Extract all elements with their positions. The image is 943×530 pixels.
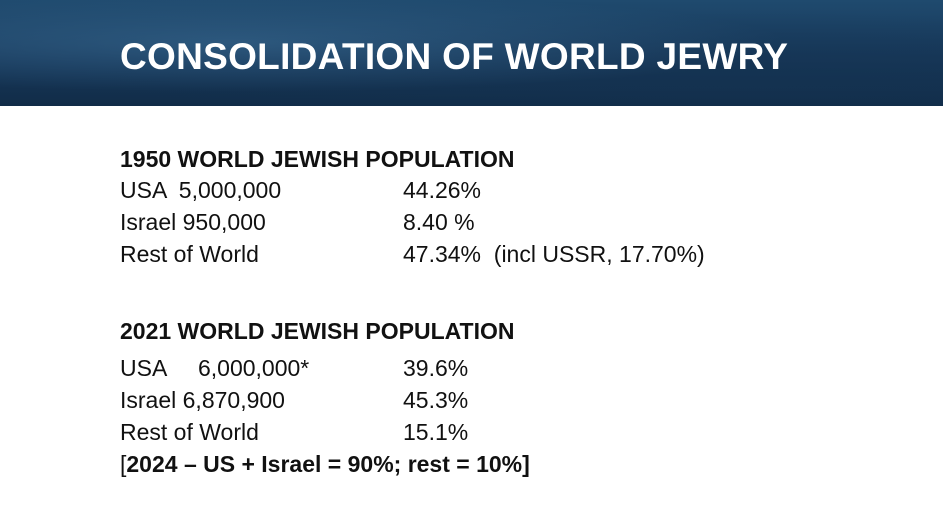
- row-1950-usa: USA 5,000,000 44.26%: [120, 174, 840, 206]
- section-2021-heading: 2021 WORLD JEWISH POPULATION: [120, 318, 515, 344]
- title-banner: CONSOLIDATION OF WORLD JEWRY: [0, 0, 943, 106]
- row-percent: 44.26%: [403, 177, 482, 203]
- row-label: USA 5,000,000: [120, 177, 282, 203]
- row-label: Israel 950,000: [120, 209, 266, 235]
- row-percent: 39.6%: [403, 355, 469, 381]
- section-2021: 2021 WORLD JEWISH POPULATION USA 6,000,0…: [120, 316, 840, 480]
- row-2021-rest-of-world: Rest of World 15.1%: [120, 416, 840, 448]
- row-2021-israel: Israel 6,870,900 45.3%: [120, 384, 840, 416]
- note-text: 2024 – US + Israel = 90%; rest = 10%]: [126, 451, 530, 477]
- row-percent: 45.3%: [403, 387, 469, 413]
- row-percent: 8.40 %: [403, 209, 475, 235]
- section-1950: 1950 WORLD JEWISH POPULATION USA 5,000,0…: [120, 144, 840, 270]
- row-1950-israel: Israel 950,000 8.40 %: [120, 206, 840, 238]
- row-label: Rest of World: [120, 241, 259, 267]
- row-label: Israel 6,870,900: [120, 387, 285, 413]
- section-1950-heading: 1950 WORLD JEWISH POPULATION: [120, 146, 515, 172]
- slide-title: CONSOLIDATION OF WORLD JEWRY: [120, 36, 789, 77]
- row-percent: 15.1%: [403, 419, 469, 445]
- row-percent: 47.34% (incl USSR, 17.70%): [403, 241, 705, 267]
- note-2024: [2024 – US + Israel = 90%; rest = 10%]: [120, 448, 840, 480]
- row-1950-rest-of-world: Rest of World 47.34% (incl USSR, 17.70%): [120, 238, 840, 270]
- row-label: USA 6,000,000*: [120, 355, 310, 381]
- row-2021-usa: USA 6,000,000* 39.6%: [120, 352, 840, 384]
- note-bracket: [: [120, 451, 127, 477]
- row-label: Rest of World: [120, 419, 259, 445]
